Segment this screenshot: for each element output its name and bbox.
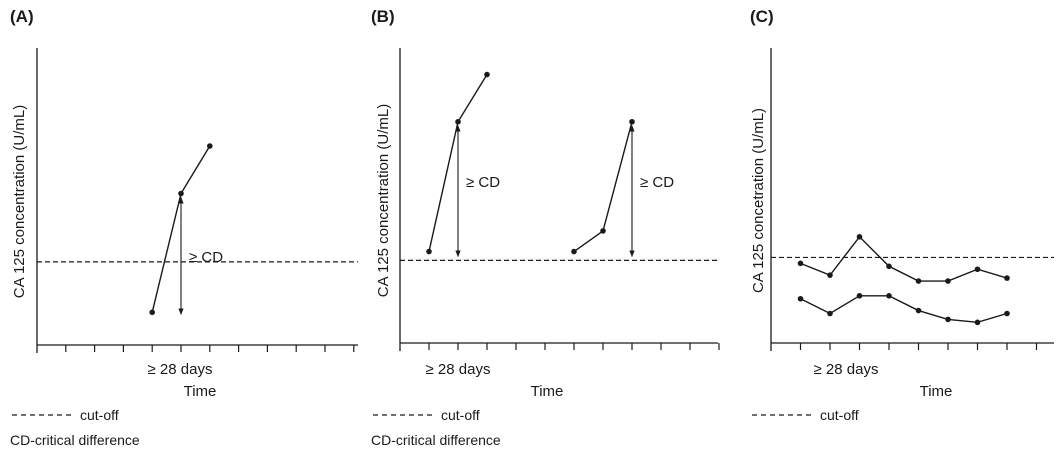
legend-cutoff-label: cut-off (441, 407, 480, 423)
x-axis-label: Time (531, 383, 564, 400)
x-annotation-28-days: ≥ 28 days (814, 361, 879, 378)
chart-panel-3: CA 125 concetration (U/mL) ≥ 28 days Time c… (750, 48, 1054, 423)
legend-cutoff-label: cut-off (820, 407, 859, 423)
data-point (915, 278, 922, 284)
x-axis-label: Time (184, 383, 217, 400)
data-point (974, 319, 981, 326)
data-point (856, 293, 863, 299)
chart-panel-2: CA 125 concentration (U/mL) ≥ CD ≥ CD ≥ 28 … (371, 48, 720, 448)
data-point (945, 316, 951, 323)
data-point (797, 260, 804, 267)
data-point (886, 263, 892, 270)
series-line-2 (800, 295, 1008, 324)
data-point (915, 307, 922, 314)
x-annotation-28-days: ≥ 28 days (426, 361, 491, 378)
y-axis-label: CA 125 concentration (U/mL) (375, 104, 392, 297)
data-point (600, 228, 606, 234)
data-point (827, 310, 833, 317)
legend-cutoff-label: cut-off (80, 407, 119, 423)
data-point (426, 248, 432, 255)
data-point (797, 295, 804, 302)
data-point (827, 272, 833, 278)
legend-cd-label: CD-critical difference (371, 432, 501, 448)
data-point (571, 248, 577, 255)
data-point (1004, 310, 1010, 317)
data-point (945, 278, 951, 284)
chart-panel-1: CA 125 concentration (U/mL) ≥ CD ≥ 28 days… (10, 48, 358, 448)
data-point (886, 293, 892, 299)
data-point (149, 309, 155, 316)
data-point (629, 118, 635, 125)
critical-difference-label: ≥ CD (640, 174, 674, 191)
data-point (856, 234, 863, 240)
series-line-1 (800, 235, 1008, 282)
panel-label: (B) (371, 7, 395, 26)
y-axis-label: CA 125 concetration (U/mL) (750, 108, 767, 293)
x-axis-label: Time (920, 383, 953, 400)
y-axis-label: CA 125 concentration (U/mL) (11, 105, 28, 298)
critical-difference-label: ≥ CD (189, 249, 223, 266)
data-point (484, 71, 490, 78)
data-point (207, 143, 213, 149)
data-point (178, 190, 184, 197)
x-annotation-28-days: ≥ 28 days (148, 361, 213, 378)
critical-difference-label: ≥ CD (466, 174, 500, 191)
panel-label: (A) (10, 7, 34, 26)
panel-label: (C) (750, 7, 774, 26)
data-point (974, 266, 981, 273)
data-point (1004, 275, 1010, 281)
legend-cd-label: CD-critical difference (10, 432, 140, 448)
data-point (455, 118, 461, 125)
